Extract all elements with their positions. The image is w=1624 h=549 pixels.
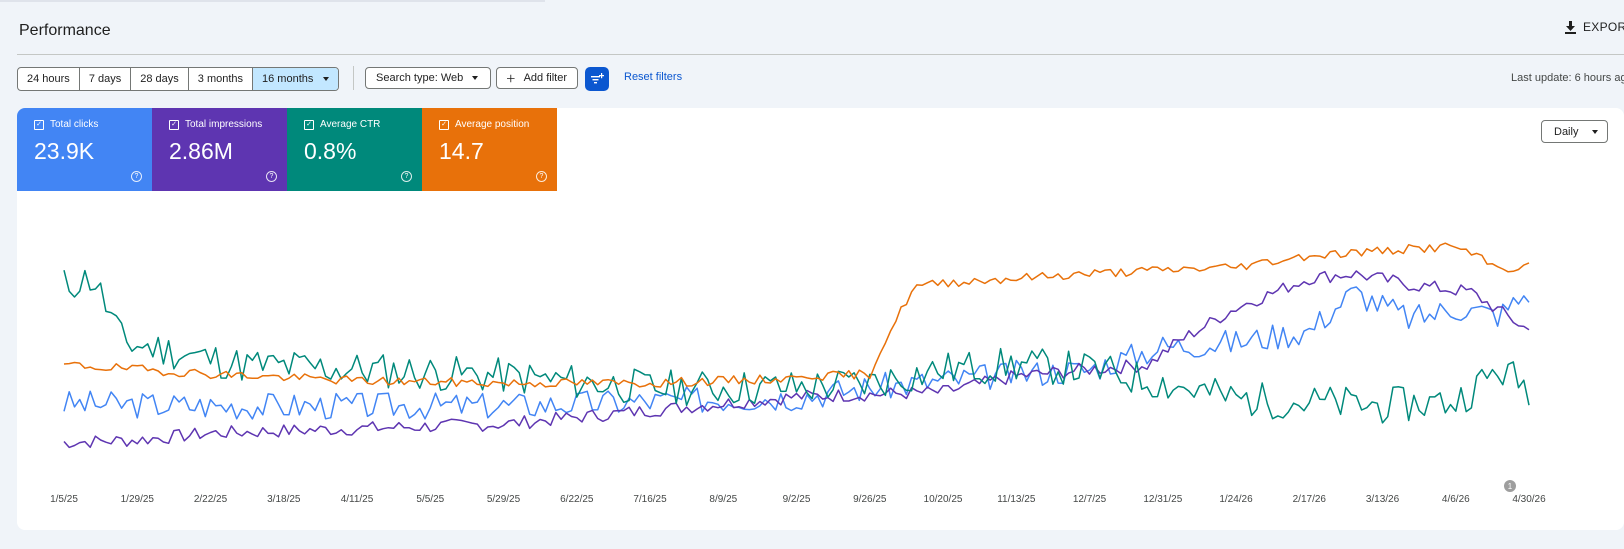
add-filter-label: Add filter	[523, 72, 567, 84]
date-range-selector[interactable]: 24 hours 7 days 28 days 3 months 16 mont…	[17, 67, 340, 91]
help-icon[interactable]: ?	[536, 171, 547, 182]
x-tick-label: 4/11/25	[341, 494, 374, 505]
x-tick-label: 5/5/25	[416, 494, 444, 505]
performance-chart-card: ✓ Total clicks 23.9K ? ✓ Total impressions…	[17, 108, 1624, 530]
header-divider	[17, 54, 1624, 55]
x-tick-label: 9/2/25	[783, 494, 811, 505]
series-line-total-impressions	[63, 270, 1530, 449]
range-option-24-hours[interactable]: 24 hours	[18, 68, 80, 90]
x-tick-label: 1/5/25	[50, 494, 78, 505]
metric-value: 23.9K	[34, 138, 95, 164]
x-tick-label: 4/30/26	[1512, 494, 1546, 505]
x-tick-label: 5/29/25	[487, 494, 521, 505]
top-strip	[0, 0, 545, 2]
x-tick-label: 8/9/25	[709, 494, 737, 505]
checkbox-icon[interactable]: ✓	[34, 119, 44, 130]
series-line-average-position	[63, 242, 1530, 388]
metric-value: 0.8%	[304, 138, 357, 164]
x-tick-label: 3/13/26	[1366, 494, 1400, 505]
checkbox-icon[interactable]: ✓	[439, 119, 449, 130]
export-button[interactable]: EXPORT	[1565, 20, 1624, 34]
series-line-average-ctr	[63, 269, 1530, 424]
filter-list-icon	[591, 73, 604, 84]
performance-line-chart: 1/5/25 1/29/25 2/22/25 3/18/25 4/11/25 5/5/25…	[50, 242, 1546, 505]
caret-down-icon	[1592, 129, 1598, 134]
metric-label: Average CTR	[320, 119, 381, 130]
help-icon[interactable]: ?	[131, 171, 142, 182]
search-type-dropdown[interactable]: Search type: Web	[365, 67, 491, 89]
x-tick-label: 6/22/25	[560, 494, 594, 505]
last-update-text: Last update: 6 hours ago	[1511, 72, 1624, 84]
metric-total-clicks[interactable]: ✓ Total clicks 23.9K ?	[17, 108, 152, 191]
search-type-label: Search type: Web	[376, 72, 464, 84]
annotation-marker-label: 1	[1508, 482, 1513, 491]
toolbar-separator	[353, 66, 354, 90]
metric-average-ctr[interactable]: ✓ Average CTR 0.8% ?	[287, 108, 422, 191]
x-tick-label: 4/6/26	[1442, 494, 1470, 505]
annotation-marker[interactable]: 1	[1504, 480, 1516, 492]
annotation-marker-circle	[1504, 480, 1516, 492]
caret-down-icon	[323, 77, 330, 81]
plus-icon	[507, 74, 515, 82]
granularity-label: Daily	[1554, 125, 1579, 138]
download-icon	[1565, 20, 1576, 34]
checkbox-icon[interactable]: ✓	[304, 119, 314, 130]
reset-filters-link[interactable]: Reset filters	[624, 71, 683, 83]
x-tick-label: 2/17/26	[1293, 494, 1327, 505]
metric-label: Total clicks	[50, 119, 99, 130]
help-icon[interactable]: ?	[266, 171, 277, 182]
series-line-total-clicks	[63, 286, 1530, 420]
page-title: Performance	[19, 22, 111, 39]
x-tick-label: 12/31/25	[1143, 494, 1182, 505]
help-icon[interactable]: ?	[401, 171, 412, 182]
metric-average-position[interactable]: ✓ Average position 14.7 ?	[422, 108, 557, 191]
metric-total-impressions[interactable]: ✓ Total impressions 2.86M ?	[152, 108, 287, 191]
checkbox-icon[interactable]: ✓	[169, 119, 179, 130]
x-tick-label: 7/16/25	[633, 494, 667, 505]
x-tick-label: 11/13/25	[997, 494, 1036, 505]
range-option-28-days[interactable]: 28 days	[131, 68, 189, 90]
x-tick-label: 12/7/25	[1073, 494, 1107, 505]
x-tick-label: 10/20/25	[924, 494, 963, 505]
x-tick-label: 1/29/25	[121, 494, 155, 505]
range-option-7-days[interactable]: 7 days	[80, 68, 132, 90]
metric-value: 14.7	[439, 138, 484, 164]
range-option-3-months[interactable]: 3 months	[189, 68, 254, 90]
range-option-16-months[interactable]: 16 months	[253, 68, 339, 90]
export-label: EXPORT	[1583, 20, 1624, 34]
x-tick-label: 2/22/25	[194, 494, 228, 505]
add-filter-button[interactable]: Add filter	[496, 67, 578, 89]
metric-label: Total impressions	[185, 119, 263, 130]
caret-down-icon	[472, 76, 479, 80]
x-tick-label: 9/26/25	[853, 494, 887, 505]
granularity-dropdown[interactable]: Daily	[1541, 120, 1608, 143]
range-option-16-months-label: 16 months	[262, 73, 314, 85]
metric-label: Average position	[455, 119, 530, 130]
filter-settings-button[interactable]	[585, 67, 609, 91]
x-tick-label: 1/24/26	[1219, 494, 1253, 505]
metric-value: 2.86M	[169, 138, 233, 164]
x-tick-label: 3/18/25	[267, 494, 301, 505]
